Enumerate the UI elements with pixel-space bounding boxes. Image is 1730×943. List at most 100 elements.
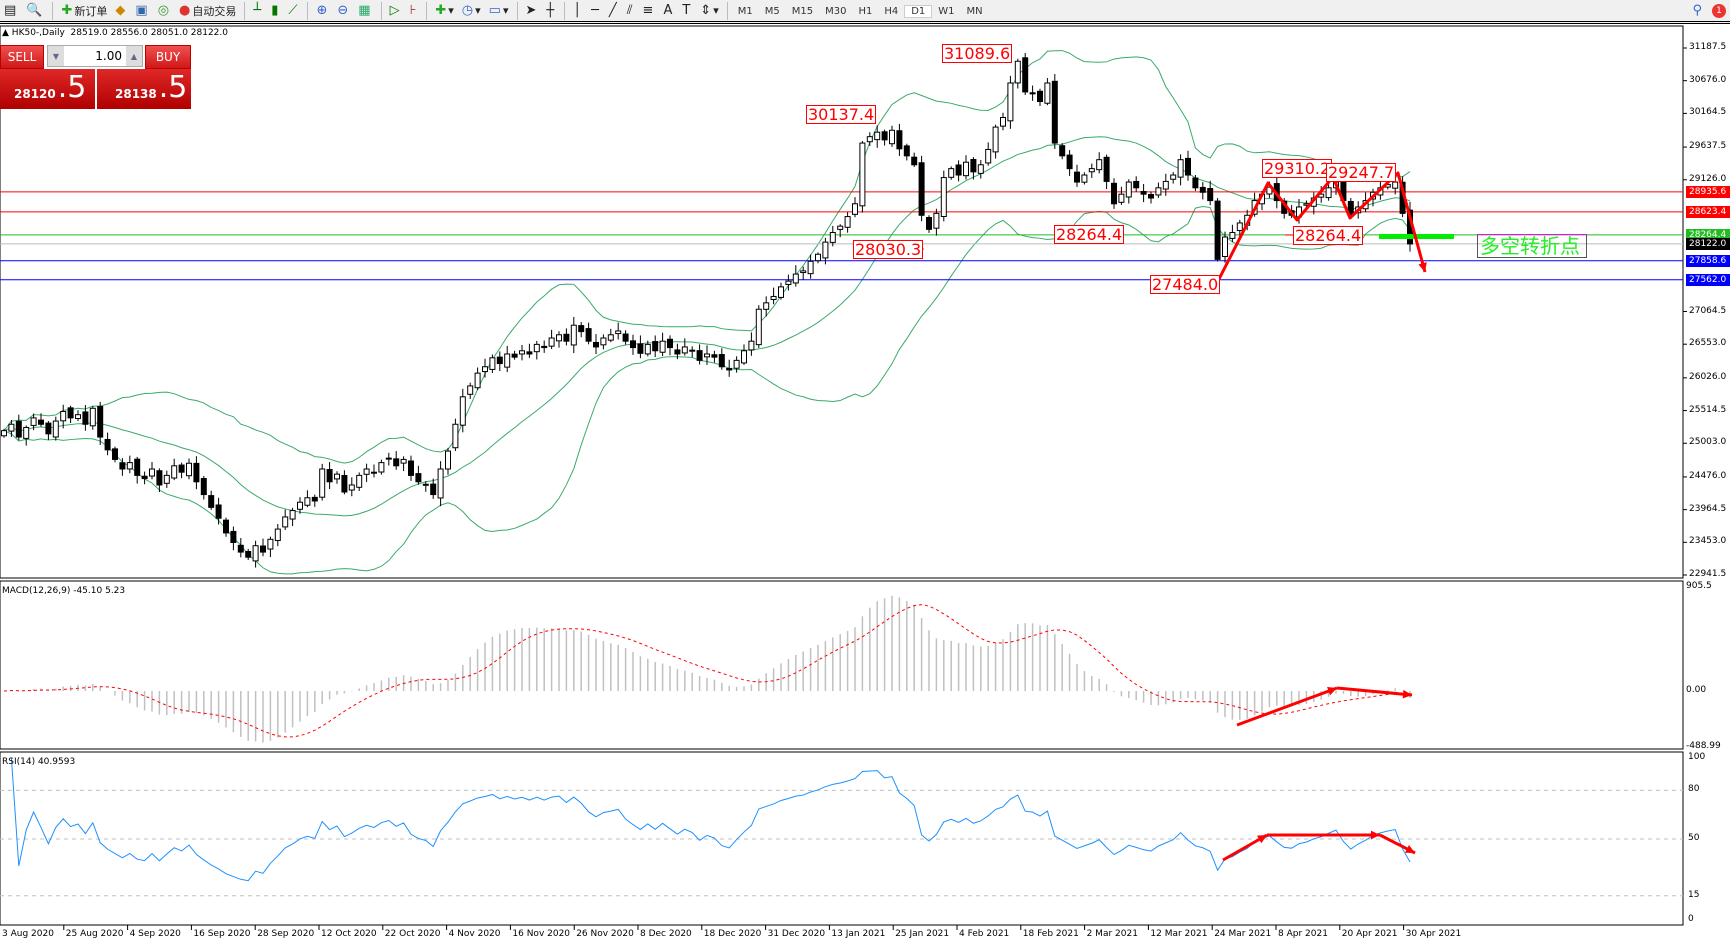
vertical-line-icon[interactable]: │ [573,3,582,18]
sell-button[interactable]: SELL [0,45,44,69]
candle-body [615,330,622,335]
timeframe-m30[interactable]: M30 [825,6,847,17]
line-chart-icon[interactable]: ⟋ [288,3,298,18]
buy-button[interactable]: BUY [145,45,191,69]
toolbar: ▤ 🔍 ✚ 新订单 ◆ ▣ ◎ ● 自动交易 ┴ ▮ ⟋ ⊕ ⊖ ▦ ▷ ⊦ ✚ ▾ … [0,0,1730,24]
lot-decrease-icon[interactable]: ▼ [48,46,64,66]
timeframe-h1[interactable]: H1 [858,6,873,17]
candle-body [681,346,688,354]
price-axis-label: 23453.0 [1689,536,1727,547]
candle-body [15,420,22,438]
timeframe-m5[interactable]: M5 [764,6,780,17]
indicators-icon[interactable]: ✚ ▾ [435,3,454,18]
candle-body [667,338,673,349]
buy-price[interactable]: 28138.5 [97,69,191,109]
price-label[interactable]: 30137.4 [806,105,877,124]
zoom-out-icon[interactable]: ⊖ [337,3,349,18]
macd-arrow [1236,686,1338,727]
candle-body [918,162,925,216]
lot-size-stepper[interactable]: ▼ 1.00 ▲ [47,45,143,67]
timeframe-w1[interactable]: W1 [938,6,955,17]
price-label[interactable]: 28264.4 [1293,226,1364,245]
notifications-button[interactable]: 1 [1708,1,1730,21]
autoscroll-icon[interactable]: ▷ [389,3,400,18]
candle-body [1148,194,1154,199]
time-axis-label: 16 Nov 2020 [512,929,571,939]
auto-trading-button[interactable]: ● 自动交易 [175,1,240,21]
candle-body [593,341,599,348]
time-axis-label: 16 Sep 2020 [193,929,251,939]
text-icon[interactable]: A [663,3,673,18]
candle-body [1325,187,1332,199]
candle-body [659,340,666,353]
candle-body [496,356,503,365]
templates-icon[interactable]: ▭ ▾ [488,3,509,18]
buy-price-main: 28138 [115,87,157,101]
timeframe-mn[interactable]: MN [966,6,983,17]
candle-body [696,350,703,361]
bar-chart-icon[interactable]: ┴ [253,3,262,18]
candle-body [815,253,821,262]
navigator-icon[interactable]: ▣ [135,3,148,18]
candle-body [1044,82,1051,104]
candlestick-icon[interactable]: ▮ [271,3,279,18]
candle-body [415,473,422,483]
fibonacci-icon[interactable]: ≡ [642,3,654,18]
candle-body [311,496,318,502]
candle-body [1103,156,1110,182]
timeframe-m15[interactable]: M15 [791,6,814,17]
rsi-arrow-head [1370,830,1380,840]
candle-body [1140,191,1147,195]
tile-windows-icon[interactable]: ▦ [358,3,371,18]
search-icon[interactable]: ⚲ [1692,3,1702,18]
price-label[interactable]: 29310.2 [1262,159,1333,178]
candle-body [600,337,607,346]
zoom-in-icon[interactable]: ⊕ [316,3,328,18]
trendline-icon[interactable]: ╱ [608,3,617,18]
horizontal-line-icon[interactable]: ─ [591,3,599,18]
timeframe-m1[interactable]: M1 [737,6,753,17]
candle-body [748,340,755,351]
crosshair-icon[interactable]: ┼ [546,3,555,18]
candle-body [282,516,289,528]
candle-body [933,212,940,229]
sell-price[interactable]: 28120.5 [0,69,95,109]
text-label-icon[interactable]: T [682,3,691,18]
market-watch-icon[interactable]: ◆ [115,3,126,18]
buy-price-pips: .5 [158,70,188,105]
price-axis-label: 29637.5 [1689,141,1727,152]
candle-body [755,308,762,346]
lot-input[interactable]: 1.00 [95,49,122,63]
time-axis-label: 25 Jan 2021 [895,929,950,939]
timeframe-h4[interactable]: H4 [884,6,899,17]
equidistant-channel-icon[interactable]: ⫽ [626,3,633,18]
pivot-note-label[interactable]: 多空转折点 [1477,234,1587,258]
candle-body [526,351,533,355]
timeframe-d1[interactable]: D1 [904,5,933,18]
price-label[interactable]: 28030.3 [853,240,924,259]
time-axis-label: 30 Apr 2021 [1405,929,1462,939]
candle-body [8,423,15,432]
cursor-icon[interactable]: ➤ [525,3,537,18]
price-axis-label: 22941.5 [1689,569,1727,579]
new-chart-icon[interactable]: ▤ [4,3,17,18]
candle-body [881,131,888,141]
price-label[interactable]: 28264.4 [1054,225,1125,244]
price-label-high[interactable]: 31089.6 [942,44,1013,63]
price-label[interactable]: 29247.7 [1326,163,1397,182]
arrows-icon[interactable]: ⇕ ▾ [700,3,719,18]
candle-body [363,468,370,475]
new-order-button[interactable]: ✚ 新订单 [57,1,111,21]
signal-icon[interactable]: ◎ [157,3,170,18]
chart-shift-icon[interactable]: ⊦ [409,3,417,18]
candle-body [637,343,644,354]
candle-body [23,426,30,439]
price-label-low[interactable]: 27484.0 [1150,275,1221,294]
zoom-chart-icon[interactable]: 🔍 [26,3,43,18]
macd-panel [0,580,1684,750]
candle-body [541,345,548,349]
candle-body [82,411,89,425]
lot-increase-icon[interactable]: ▲ [126,46,142,66]
periods-icon[interactable]: ◷ ▾ [461,3,481,18]
